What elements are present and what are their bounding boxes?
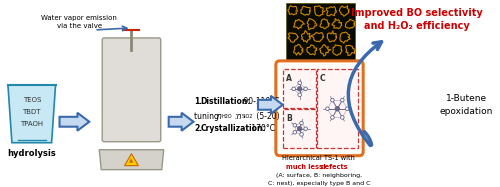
Circle shape — [298, 81, 302, 85]
Text: 2.: 2. — [194, 124, 202, 133]
Polygon shape — [60, 113, 90, 131]
Circle shape — [292, 87, 296, 91]
Circle shape — [300, 133, 304, 136]
Circle shape — [298, 127, 302, 131]
FancyBboxPatch shape — [284, 69, 316, 108]
Polygon shape — [168, 113, 194, 131]
Polygon shape — [8, 85, 56, 143]
Circle shape — [298, 87, 302, 91]
Circle shape — [304, 127, 308, 131]
Text: 170°C: 170°C — [249, 124, 275, 133]
Circle shape — [330, 116, 334, 119]
FancyArrowPatch shape — [364, 132, 372, 145]
Circle shape — [304, 87, 308, 91]
Text: Hierarchical TS-1 with: Hierarchical TS-1 with — [282, 155, 357, 161]
Text: hydrolysis: hydrolysis — [8, 149, 56, 158]
FancyBboxPatch shape — [317, 69, 358, 148]
Text: H2O: H2O — [222, 114, 232, 119]
Text: TBDT: TBDT — [22, 109, 41, 115]
Text: Improved BO selectivity: Improved BO selectivity — [351, 8, 482, 18]
Polygon shape — [286, 3, 355, 63]
Text: and H₂O₂ efficiency: and H₂O₂ efficiency — [364, 21, 470, 31]
Circle shape — [340, 98, 344, 102]
Circle shape — [298, 93, 302, 97]
Text: SiO2: SiO2 — [242, 114, 254, 119]
Polygon shape — [99, 150, 164, 170]
Text: TPAOH: TPAOH — [20, 121, 44, 127]
Text: C: nest), especially type B and C: C: nest), especially type B and C — [268, 181, 371, 186]
Text: 1-Butene
epoxidation: 1-Butene epoxidation — [440, 94, 493, 116]
Text: A: A — [286, 74, 292, 83]
Text: (A: surface, B: neighboring,: (A: surface, B: neighboring, — [276, 173, 362, 178]
Text: 1.: 1. — [194, 97, 202, 106]
Circle shape — [326, 107, 329, 111]
Text: (5-20): (5-20) — [254, 112, 280, 121]
FancyBboxPatch shape — [284, 109, 316, 148]
Text: C: C — [320, 74, 325, 83]
Text: Water vapor emission
via the valve: Water vapor emission via the valve — [42, 15, 117, 29]
Circle shape — [293, 123, 296, 127]
Circle shape — [330, 98, 334, 102]
Text: :n: :n — [234, 112, 241, 121]
Text: n: n — [216, 112, 221, 121]
FancyBboxPatch shape — [102, 38, 160, 142]
Text: Crystallization:: Crystallization: — [200, 124, 266, 133]
Text: TEOS: TEOS — [22, 97, 41, 103]
FancyArrowPatch shape — [348, 42, 382, 145]
Text: much less: much less — [286, 164, 323, 170]
Polygon shape — [124, 154, 138, 166]
Text: Distillation:: Distillation: — [200, 97, 251, 106]
Circle shape — [346, 107, 349, 111]
Circle shape — [340, 116, 344, 119]
Circle shape — [293, 131, 296, 134]
Text: B: B — [286, 114, 292, 123]
Text: tuning: tuning — [194, 112, 222, 121]
Text: 90-110°C,: 90-110°C, — [241, 97, 282, 106]
Polygon shape — [258, 96, 283, 114]
Circle shape — [300, 121, 304, 125]
Circle shape — [336, 107, 340, 111]
Text: defects: defects — [320, 164, 348, 170]
FancyBboxPatch shape — [276, 61, 363, 156]
Text: ▲: ▲ — [130, 158, 134, 163]
